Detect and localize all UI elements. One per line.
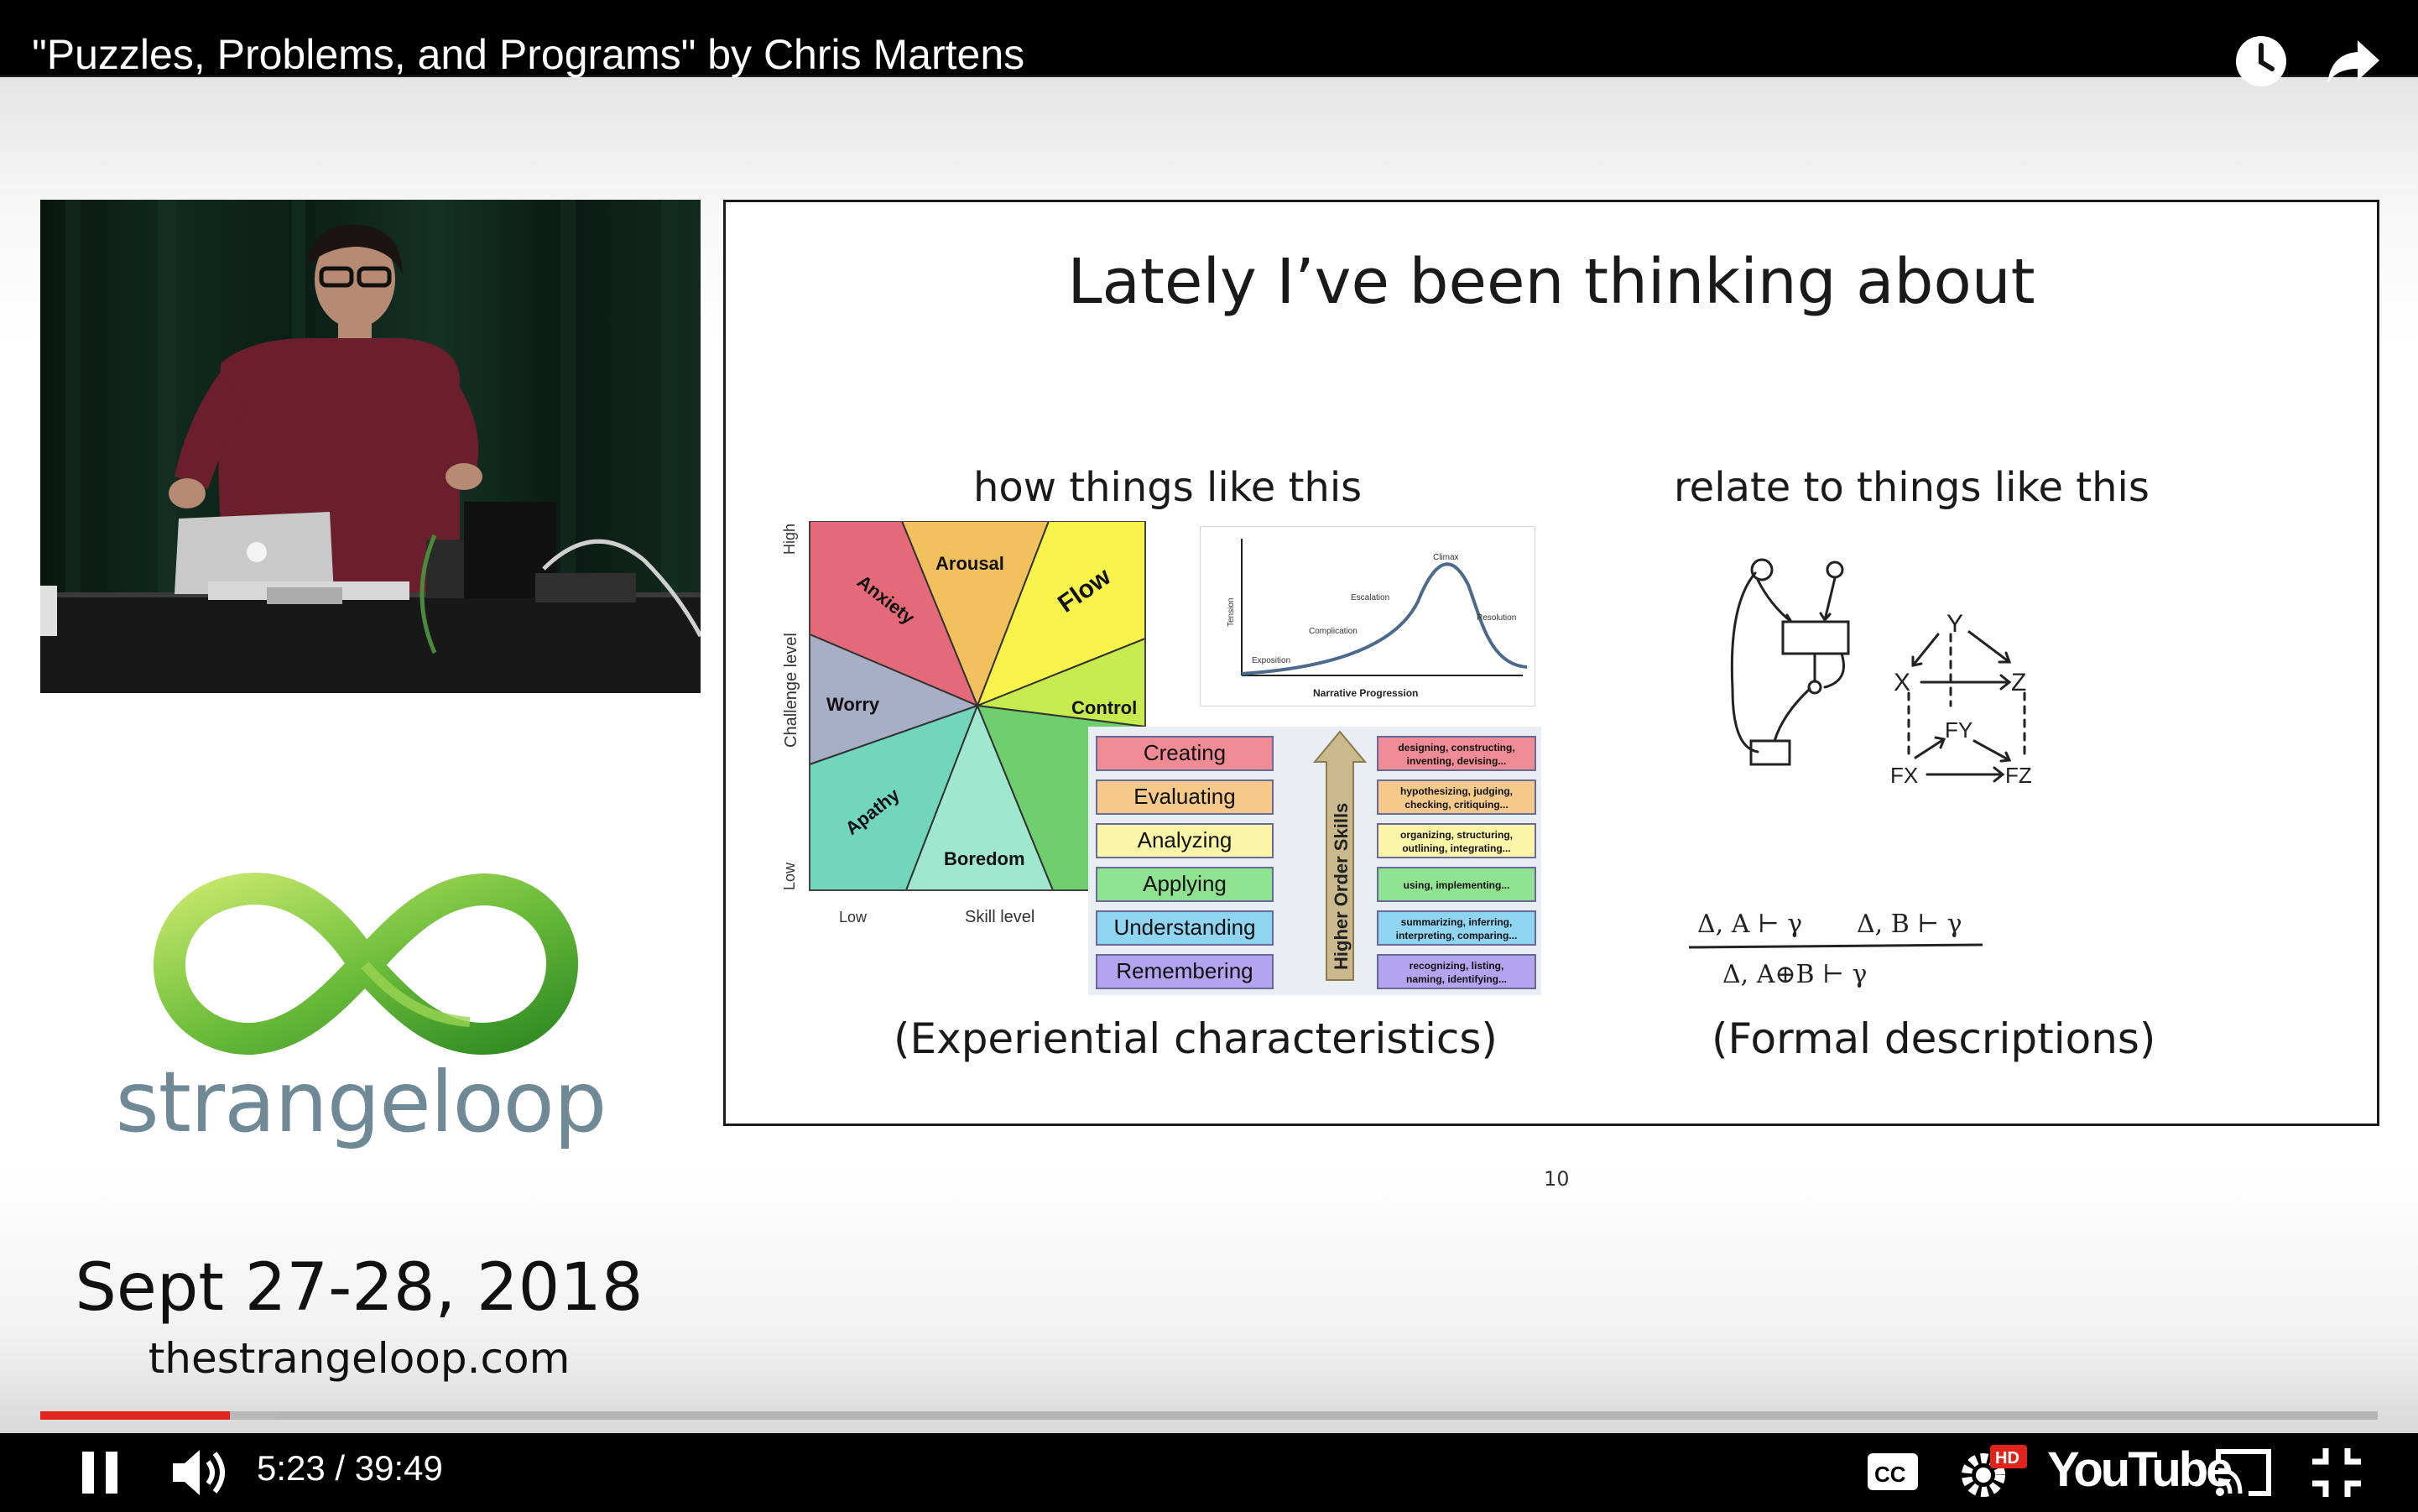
- slide-title: Lately I’ve been thinking about: [1067, 246, 2035, 318]
- clock-icon[interactable]: [2232, 32, 2290, 91]
- bloom-level-box-evaluating: [1096, 779, 1274, 815]
- volume-icon[interactable]: [168, 1443, 235, 1502]
- bloom-desc-creating-2: inventing, devising...: [1407, 755, 1507, 767]
- flow-y-axis-label: Challenge level: [782, 633, 800, 748]
- video-title[interactable]: "Puzzles, Problems, and Programs" by Chr…: [32, 31, 1025, 78]
- bloom-desc-box-evaluating: [1377, 779, 1536, 815]
- flow-y-low: Low: [781, 862, 798, 890]
- bloom-level-remembering: Remembering: [1116, 958, 1253, 983]
- gear-icon[interactable]: HD: [1955, 1440, 2030, 1504]
- node-fx: FX: [1890, 763, 1918, 788]
- narrative-x-label: Narrative Progression: [1313, 687, 1418, 699]
- bloom-level-box-applying: [1096, 867, 1274, 902]
- bloom-desc-remembering-2: naming, identifying...: [1406, 973, 1507, 985]
- cc-icon[interactable]: CC: [1864, 1447, 1923, 1497]
- bloom-desc-understanding-1: summarizing, inferring,: [1401, 916, 1513, 928]
- speaker-camera-feed: [40, 200, 701, 693]
- event-website: thestrangeloop.com: [148, 1334, 571, 1383]
- time-display: 5:23 / 39:49: [257, 1448, 443, 1488]
- bloom-level-analyzing: Analyzing: [1138, 827, 1232, 852]
- bloom-desc-box-remembering: [1377, 954, 1536, 989]
- flow-label-boredom: Boredom: [944, 848, 1025, 869]
- flow-x-low: Low: [839, 909, 868, 925]
- bloom-level-creating: Creating: [1144, 740, 1226, 765]
- pause-icon[interactable]: [76, 1443, 126, 1502]
- flow-label-control: Control: [1071, 697, 1137, 718]
- narrative-point-exposition: Exposition: [1252, 656, 1290, 665]
- share-arrow-icon[interactable]: [2324, 32, 2383, 91]
- rule-premise-2: Δ, B ⊢ γ: [1857, 910, 1962, 939]
- bloom-desc-remembering-1: recognizing, listing,: [1410, 960, 1504, 972]
- player-title-bar: "Puzzles, Problems, and Programs" by Chr…: [0, 0, 2418, 86]
- rule-conclusion: Δ, A⊕B ⊢ γ: [1722, 960, 1867, 989]
- bloom-desc-box-analyzing: [1377, 823, 1536, 858]
- video-frame[interactable]: strangeloop Sept 27-28, 2018 thestrangel…: [0, 76, 2418, 1435]
- bloom-level-box-creating: [1096, 736, 1274, 771]
- bloom-desc-box-understanding: [1377, 910, 1536, 946]
- progress-played: [40, 1411, 231, 1420]
- slide-left-heading: how things like this: [973, 464, 1363, 511]
- bloom-desc-box-applying: [1377, 867, 1536, 902]
- narrative-point-complication: Complication: [1309, 627, 1358, 636]
- flow-label-arousal: Arousal: [935, 553, 1004, 574]
- player-control-bar: 5:23 / 39:49 CC HD YouTube: [0, 1433, 2418, 1512]
- bloom-level-evaluating: Evaluating: [1133, 784, 1235, 809]
- progress-bar[interactable]: [40, 1411, 2378, 1420]
- narrative-arc-chart: Tension Narrative Progression Exposition…: [1200, 526, 1535, 706]
- slide-number: 10: [1544, 1167, 1570, 1191]
- narrative-point-climax: Climax: [1433, 553, 1459, 562]
- bloom-desc-analyzing-1: organizing, structuring,: [1400, 829, 1513, 841]
- exit-fullscreen-icon[interactable]: [2309, 1445, 2364, 1500]
- flow-frame: [809, 521, 1146, 891]
- node-fy: FY: [1945, 717, 1972, 743]
- speaker-illustration: [40, 200, 701, 693]
- bloom-desc-evaluating-1: hypothesizing, judging,: [1400, 785, 1513, 797]
- hd-badge: HD: [1995, 1449, 2019, 1468]
- narrative-point-escalation: Escalation: [1351, 593, 1389, 602]
- event-dates: Sept 27-28, 2018: [75, 1250, 644, 1326]
- svg-text:CC: CC: [1874, 1462, 1906, 1487]
- bloom-level-understanding: Understanding: [1113, 915, 1255, 940]
- flow-label-worry: Worry: [826, 694, 880, 715]
- slide-right-caption: (Formal descriptions): [1712, 1014, 2156, 1063]
- cast-icon[interactable]: [2215, 1445, 2274, 1500]
- hand-drawn-category-diagrams: Y X Z FY FX FZ: [1730, 558, 2032, 788]
- slide-right-heading: relate to things like this: [1674, 464, 2150, 511]
- narrative-y-label: Tension: [1227, 598, 1236, 627]
- slide-left-caption: (Experiential characteristics): [894, 1014, 1498, 1063]
- bloom-desc-analyzing-2: outlining, integrating...: [1402, 842, 1510, 854]
- flow-x-axis-label: Skill level: [965, 908, 1034, 926]
- node-z: Z: [2011, 669, 2026, 696]
- inference-rule: Δ, A ⊢ γ Δ, B ⊢ γ Δ, A⊕B ⊢ γ: [1689, 910, 1983, 989]
- bloom-taxonomy-diagram: Creating designing, constructing, inventin…: [1088, 727, 1541, 995]
- bloom-level-box-analyzing: [1096, 823, 1274, 858]
- bloom-desc-understanding-2: interpreting, comparing...: [1396, 930, 1518, 941]
- node-x: X: [1894, 669, 1910, 696]
- node-fz: FZ: [2005, 763, 2032, 788]
- bloom-arrow-label: Higher Order Skills: [1331, 803, 1352, 970]
- rule-premise-1: Δ, A ⊢ γ: [1697, 910, 1802, 939]
- bloom-level-box-remembering: [1096, 954, 1274, 989]
- bloom-desc-applying-1: using, implementing...: [1404, 879, 1510, 891]
- bloom-desc-evaluating-2: checking, critiquing...: [1404, 799, 1508, 811]
- bloom-level-applying: Applying: [1143, 871, 1227, 896]
- youtube-logo[interactable]: YouTube: [2047, 1442, 2233, 1497]
- strangeloop-wordmark: strangeloop: [115, 1053, 607, 1151]
- bloom-level-box-understanding: [1096, 910, 1274, 946]
- strangeloop-infinity-logo-icon: [153, 873, 579, 1056]
- flow-y-high: High: [781, 524, 798, 555]
- bloom-desc-creating-1: designing, constructing,: [1398, 742, 1514, 753]
- node-y: Y: [1946, 610, 1963, 638]
- presentation-slide: Lately I’ve been thinking about how thin…: [723, 200, 2379, 1191]
- bloom-desc-box-creating: [1377, 736, 1536, 771]
- narrative-point-resolution: Resolution: [1477, 613, 1516, 623]
